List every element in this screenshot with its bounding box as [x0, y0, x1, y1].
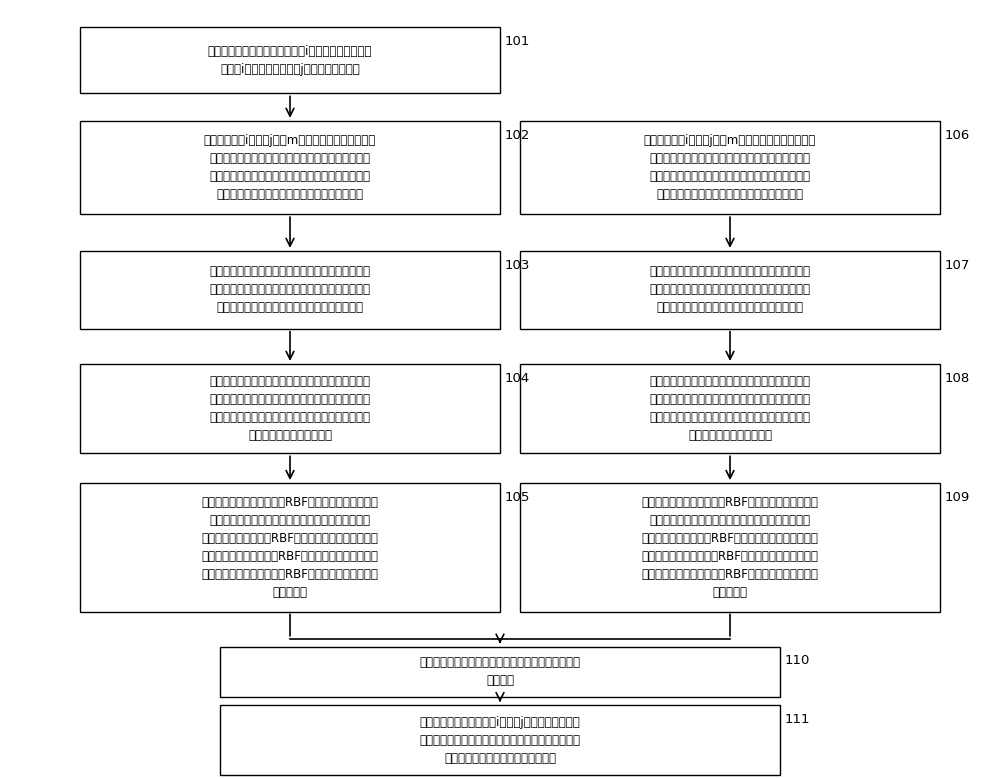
FancyBboxPatch shape [520, 364, 940, 453]
Text: 获取装甲车辆测试综合工况的第i种路况下的路面占比
及在第i种路况行驶所用第j种车速的车速占比: 获取装甲车辆测试综合工况的第i种路况下的路面占比 及在第i种路况行驶所用第j种车… [208, 45, 372, 76]
Text: 根据当前第一储备系数和当前第二储备系数计算获得
储备系数: 根据当前第一储备系数和当前第二储备系数计算获得 储备系数 [420, 657, 580, 687]
Text: 根据所述储备系数、路况i和车速j下的单工况实测谱
和单工况规范谱，分别计算获得测点所有车速和路况
的综合工况实测谱和综合工况规范谱: 根据所述储备系数、路况i和车速j下的单工况实测谱 和单工况规范谱，分别计算获得测… [420, 716, 580, 764]
FancyBboxPatch shape [520, 121, 940, 214]
FancyBboxPatch shape [220, 647, 780, 697]
Text: 将综合工况规范谱作为第二RBF神经网络的输入，将根
据第二储备系数和综合工况规范谱之间的关系得到的
第二储备系数作为第二RBF神经网络的期望输出，利用
输入和期: 将综合工况规范谱作为第二RBF神经网络的输入，将根 据第二储备系数和综合工况规范… [642, 495, 818, 599]
Text: 根据单工况实测谱和第一储备系数计算获得测点所有
车速和路况的综合工况实测谱，获得单工况实测谱、
第一储备系数和综合工况实测谱之间的第二关系: 根据单工况实测谱和第一储备系数计算获得测点所有 车速和路况的综合工况实测谱，获得… [210, 266, 370, 314]
FancyBboxPatch shape [80, 251, 500, 329]
Text: 102: 102 [505, 129, 530, 142]
FancyBboxPatch shape [80, 364, 500, 453]
Text: 将单工况规范谱、第二储备系数和综合工况规范谱之
间的第二关系代入单工况规范谱、第二储备系数和综
合工况规范谱之间的第一关系，获得第二储备系数和
综合工况规范谱之: 将单工况规范谱、第二储备系数和综合工况规范谱之 间的第二关系代入单工况规范谱、第… [650, 375, 810, 442]
Text: 108: 108 [945, 372, 970, 385]
Text: 109: 109 [945, 491, 970, 504]
Text: 分别获取路况i和车速j下第m个样本的单工况实测谱，
根据单工况实测谱和第一储备系数归纳获得测点所有
车速和路况的综合工况实测谱，获得单工况实测谱、
第一储备系数: 分别获取路况i和车速j下第m个样本的单工况实测谱， 根据单工况实测谱和第一储备系… [204, 134, 376, 201]
FancyBboxPatch shape [80, 483, 500, 612]
Text: 分别获取路况i和车速j下第m个样本的单工况规范谱，
根据单工况规范谱和第二储备系数归纳获得测点所有
车速和路况的综合工况规范谱，获得单工况规范谱、
第二储备系数: 分别获取路况i和车速j下第m个样本的单工况规范谱， 根据单工况规范谱和第二储备系… [644, 134, 816, 201]
Text: 将单工况实测谱、第一储备系数和综合工况实测谱之
间的第二关系代入单工况实测谱、第一储备系数和综
合工况实测谱之间的第一关系，获得第一储备系数和
综合工况实测谱之: 将单工况实测谱、第一储备系数和综合工况实测谱之 间的第二关系代入单工况实测谱、第… [210, 375, 370, 442]
Text: 107: 107 [945, 259, 970, 272]
Text: 将综合工况实测谱作为第一RBF神经网络的输入，将根
据第一储备系数和综合工况实测谱之间的关系得到的
第一储备系数作为第一RBF神经网络的期望输出，利用
输入和期: 将综合工况实测谱作为第一RBF神经网络的输入，将根 据第一储备系数和综合工况实测… [202, 495, 378, 599]
Text: 104: 104 [505, 372, 530, 385]
FancyBboxPatch shape [80, 27, 500, 93]
Text: 106: 106 [945, 129, 970, 142]
FancyBboxPatch shape [520, 483, 940, 612]
Text: 110: 110 [785, 654, 810, 668]
Text: 根据单工况规范谱和第二储备系数计算获得测点所有
车速和路况的综合工况规范谱，获得单工况规范谱、
第二储备系数和综合工况规范谱之间的第二关系: 根据单工况规范谱和第二储备系数计算获得测点所有 车速和路况的综合工况规范谱，获得… [650, 266, 810, 314]
Text: 103: 103 [505, 259, 530, 272]
Text: 101: 101 [505, 35, 530, 48]
FancyBboxPatch shape [80, 121, 500, 214]
Text: 105: 105 [505, 491, 530, 504]
Text: 111: 111 [785, 713, 810, 726]
FancyBboxPatch shape [520, 251, 940, 329]
FancyBboxPatch shape [220, 705, 780, 775]
